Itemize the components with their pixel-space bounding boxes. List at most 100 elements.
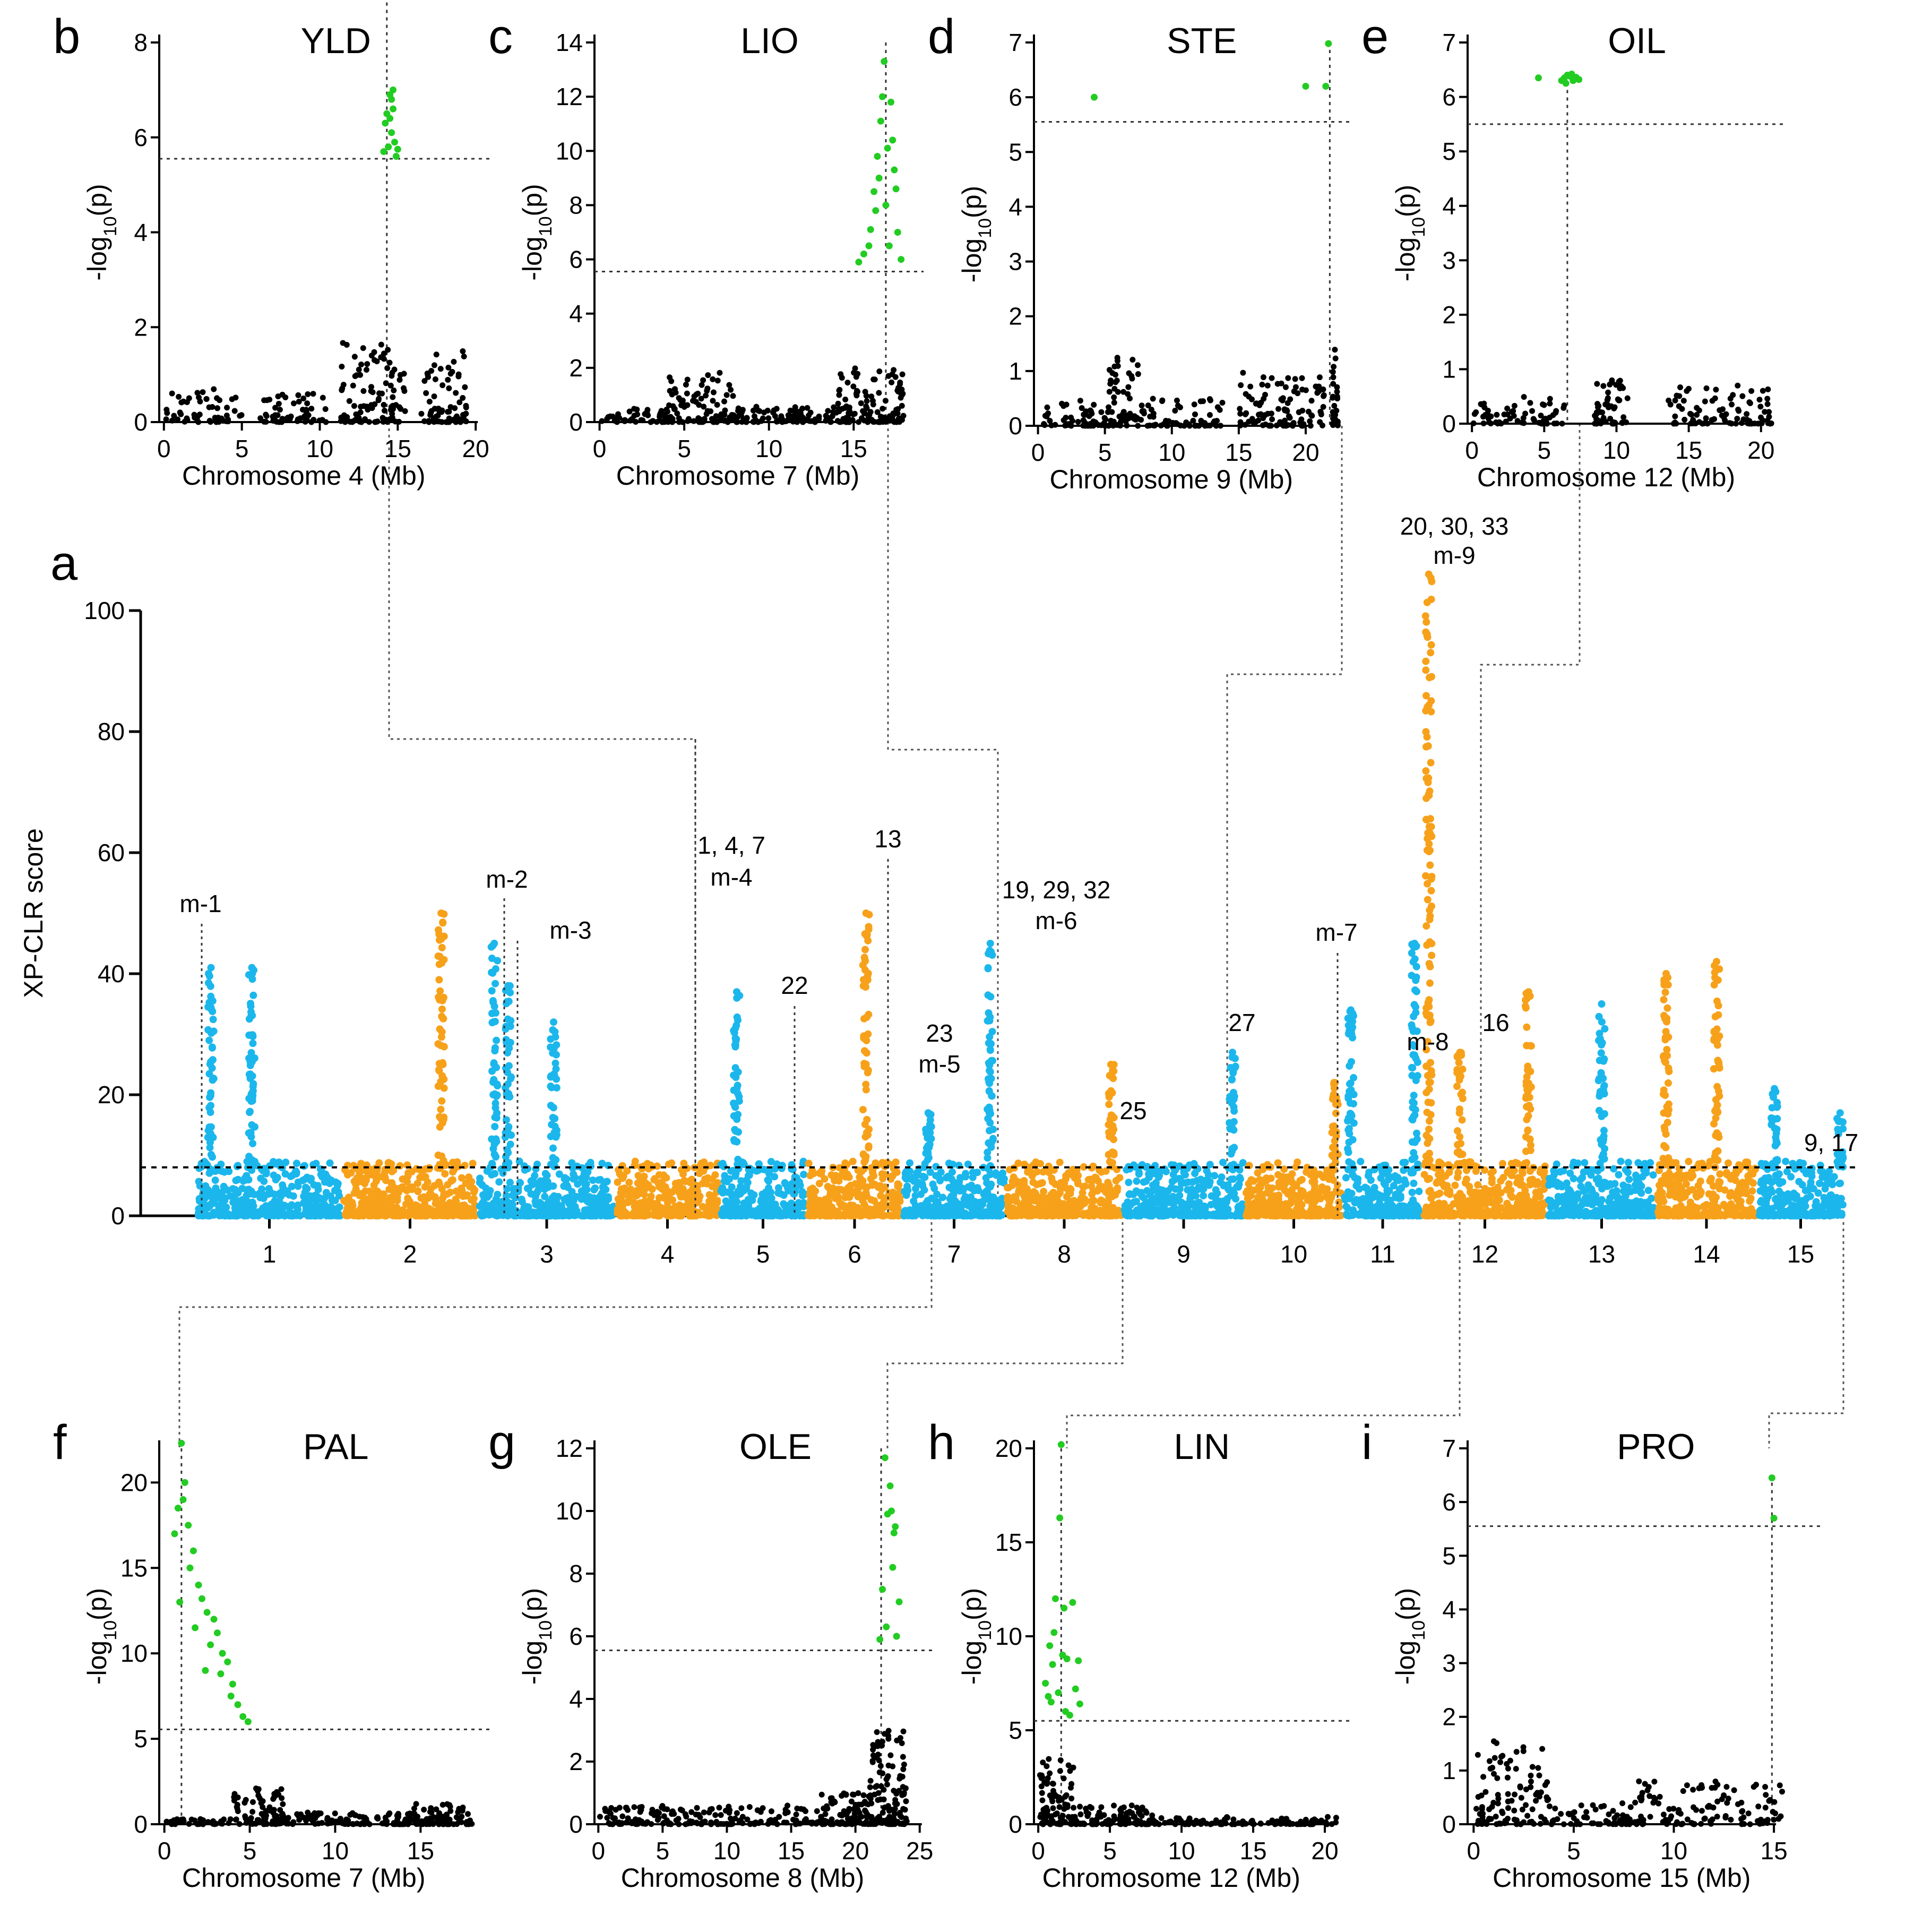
chromosome-label: 15 [1787,1240,1814,1268]
xpclr-point [211,1177,219,1184]
xpclr-point [1716,1170,1724,1178]
xpclr-point [335,1203,343,1211]
xpclr-point [292,1170,300,1178]
xpclr-point [256,1189,264,1197]
xpclr-point [1014,1159,1022,1167]
xpclr-point [1703,1211,1711,1219]
xpclr-point [1197,1211,1205,1219]
xpclr-point [1218,1212,1226,1220]
xpclr-point [1282,1200,1290,1208]
xpclr-point [860,1200,868,1208]
xpclr-point [373,1201,381,1209]
xpclr-point [614,1178,622,1186]
xpclr-point [534,1187,542,1195]
xpclr-peak-point [436,952,444,960]
xpclr-point [1178,1212,1186,1220]
xpclr-peak-point [438,1012,446,1020]
xpclr-point [1377,1174,1385,1182]
xpclr-point [449,1158,457,1166]
xpclr-point [1081,1182,1089,1190]
xpclr-point [518,1198,526,1206]
xpclr-point [1454,1173,1462,1181]
xpclr-point [1672,1159,1680,1167]
xpclr-point [1000,1175,1008,1183]
xpclr-point [783,1202,791,1210]
xpclr-peak-point [246,1109,254,1117]
xpclr-point [859,1177,867,1185]
chromosome-label: 3 [540,1240,554,1268]
xpclr-point [1624,1158,1632,1166]
xpclr-point [1335,1203,1343,1211]
xpclr-point [1392,1193,1400,1201]
xpclr-point [1507,1187,1515,1195]
xpclr-point [1317,1208,1325,1216]
xpclr-point [309,1203,317,1211]
xpclr-point [1203,1175,1211,1183]
xpclr-point [1498,1160,1506,1167]
xpclr-point [414,1188,422,1196]
xpclr-point [312,1160,320,1167]
xpclr-point [1004,1184,1012,1192]
xpclr-point [1145,1212,1153,1220]
xpclr-point [922,1205,930,1213]
xpclr-point [975,1204,983,1212]
xpclr-point [1631,1198,1639,1206]
xpclr-peak-point [246,1061,254,1069]
xpclr-point [389,1185,396,1193]
chromosome-label: 13 [1588,1240,1615,1268]
xpclr-point [1191,1170,1199,1178]
xpclr-point [210,1167,218,1175]
xpclr-point [1125,1179,1133,1187]
xpclr-point [838,1203,846,1210]
xpclr-point [1133,1177,1141,1185]
xpclr-point [392,1212,400,1220]
xpclr-point [1617,1157,1625,1165]
xpclr-point [824,1183,832,1191]
xpclr-point [506,1179,514,1187]
xpclr-point [1169,1196,1177,1204]
xpclr-point [1029,1206,1037,1214]
xpclr-point [1105,1193,1113,1201]
xpclr-point [1838,1211,1846,1219]
xpclr-point [353,1174,361,1182]
xpclr-peak-top [248,964,256,972]
xpclr-point [628,1212,636,1220]
xpclr-point [1488,1179,1496,1187]
xpclr-peak-point [204,1134,212,1141]
connector-line [886,1216,1124,1448]
xpclr-point [489,1208,497,1216]
xpclr-point [257,1174,265,1182]
xpclr-point [1532,1194,1540,1202]
xpclr-point [1663,1206,1671,1214]
xpclr-point [1522,1191,1530,1199]
xpclr-point [210,1199,218,1207]
xpclr-point [1136,1212,1144,1220]
xpclr-point [516,1179,524,1187]
xpclr-point [1816,1180,1824,1188]
xpclr-point [476,1174,484,1182]
xpclr-point [917,1190,925,1198]
chromosome-label: 14 [1693,1240,1720,1268]
xpclr-point [1654,1208,1662,1216]
xpclr-point [421,1212,429,1220]
xpclr-point [1136,1189,1144,1197]
xpclr-point [1630,1212,1638,1220]
xpclr-point [1042,1211,1050,1219]
xpclr-point [1316,1195,1324,1203]
xpclr-point [640,1172,648,1180]
xpclr-point [939,1193,947,1201]
xpclr-point [1475,1193,1483,1201]
y-tick-label: 80 [98,718,125,745]
xpclr-peak-point [248,1156,256,1164]
xpclr-point [282,1158,290,1166]
chromosome-label: 9 [1177,1240,1191,1268]
xpclr-point [293,1209,301,1217]
xpclr-point [1644,1187,1652,1195]
xpclr-point [1449,1210,1457,1218]
xpclr-peak-point [207,1150,215,1158]
xpclr-point [1070,1208,1077,1216]
xpclr-point [650,1176,658,1184]
xpclr-point [1613,1187,1620,1195]
xpclr-point [737,1177,745,1185]
xpclr-point [1746,1178,1754,1186]
